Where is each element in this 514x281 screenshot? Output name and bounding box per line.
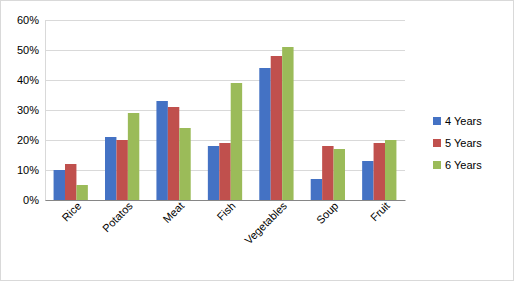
x-tick-label: Fish	[214, 200, 237, 223]
grid-line	[45, 80, 405, 81]
y-tick: 30%	[17, 104, 45, 116]
bar	[156, 101, 167, 200]
bar-series	[65, 56, 385, 200]
x-tick: Soup	[314, 200, 341, 227]
bar	[271, 56, 282, 200]
bar-series	[76, 47, 396, 200]
y-tick: 20%	[17, 134, 45, 146]
x-tick: Fruit	[368, 200, 392, 224]
bar	[54, 170, 65, 200]
y-tick-label: 60%	[17, 14, 39, 26]
grid-line	[45, 50, 405, 51]
y-tick-label: 0%	[23, 194, 39, 206]
y-axis: 0% 10% 20% 30% 40% 50% 60%	[17, 14, 46, 206]
bar	[322, 146, 333, 200]
x-tick: Vegetables	[242, 199, 289, 246]
bar	[128, 113, 139, 200]
bar	[231, 83, 242, 200]
x-axis-line	[46, 200, 406, 201]
y-tick-label: 30%	[17, 104, 39, 116]
bar	[374, 143, 385, 200]
x-tick-label: Potatos	[100, 199, 135, 234]
x-tick-label: Vegetables	[242, 199, 289, 246]
legend-label: 5 Years	[445, 137, 482, 149]
bar	[385, 140, 396, 200]
bar	[208, 146, 219, 200]
y-tick-label: 40%	[17, 74, 39, 86]
bar	[311, 179, 322, 200]
bar	[65, 164, 76, 200]
y-tick-label: 20%	[17, 134, 39, 146]
grid-line	[45, 20, 405, 21]
y-tick: 10%	[17, 164, 45, 176]
grid-line	[45, 140, 405, 141]
y-tick: 40%	[17, 74, 45, 86]
bar	[76, 185, 87, 200]
legend-swatch	[433, 139, 441, 147]
grid-line	[45, 110, 405, 111]
x-tick: Potatos	[100, 199, 135, 234]
x-tick: Fish	[214, 200, 237, 223]
y-tick-label: 10%	[17, 164, 39, 176]
bar	[105, 137, 116, 200]
bar	[334, 149, 345, 200]
legend-item: 6 Years	[433, 159, 482, 171]
y-tick: 60%	[17, 14, 45, 26]
bar	[116, 140, 127, 200]
legend-swatch	[433, 117, 441, 125]
x-tick-label: Soup	[314, 200, 341, 227]
y-tick: 0%	[23, 194, 45, 206]
y-tick-label: 50%	[17, 44, 39, 56]
legend: 4 Years 5 Years 6 Years	[433, 115, 482, 171]
bar	[219, 143, 230, 200]
legend-item: 5 Years	[433, 137, 482, 149]
bar	[362, 161, 373, 200]
x-axis: Rice Potatos Meat FishVegetables Soup Fruit	[46, 199, 406, 246]
legend-swatch	[433, 161, 441, 169]
bar	[168, 107, 179, 200]
legend-item: 4 Years	[433, 115, 482, 127]
bars	[54, 47, 397, 200]
grid	[45, 20, 405, 200]
legend-label: 4 Years	[445, 115, 482, 127]
x-tick-label: Meat	[160, 200, 186, 226]
y-tick: 50%	[17, 44, 45, 56]
bar	[179, 128, 190, 200]
legend-label: 6 Years	[445, 159, 482, 171]
bar	[282, 47, 293, 200]
plot-area: 0% 10% 20% 30% 40% 50% 60% Rice Potatos Meat FishV…	[17, 14, 406, 246]
x-tick-label: Rice	[59, 200, 83, 224]
bar-series	[54, 68, 374, 200]
x-tick: Meat	[160, 200, 186, 226]
chart-frame	[1, 1, 514, 281]
y-axis-line	[45, 21, 46, 201]
x-tick: Rice	[59, 200, 83, 224]
chart: 0% 10% 20% 30% 40% 50% 60% Rice Potatos Meat FishV…	[0, 0, 514, 281]
x-tick-label: Fruit	[368, 200, 392, 224]
bar	[259, 68, 270, 200]
